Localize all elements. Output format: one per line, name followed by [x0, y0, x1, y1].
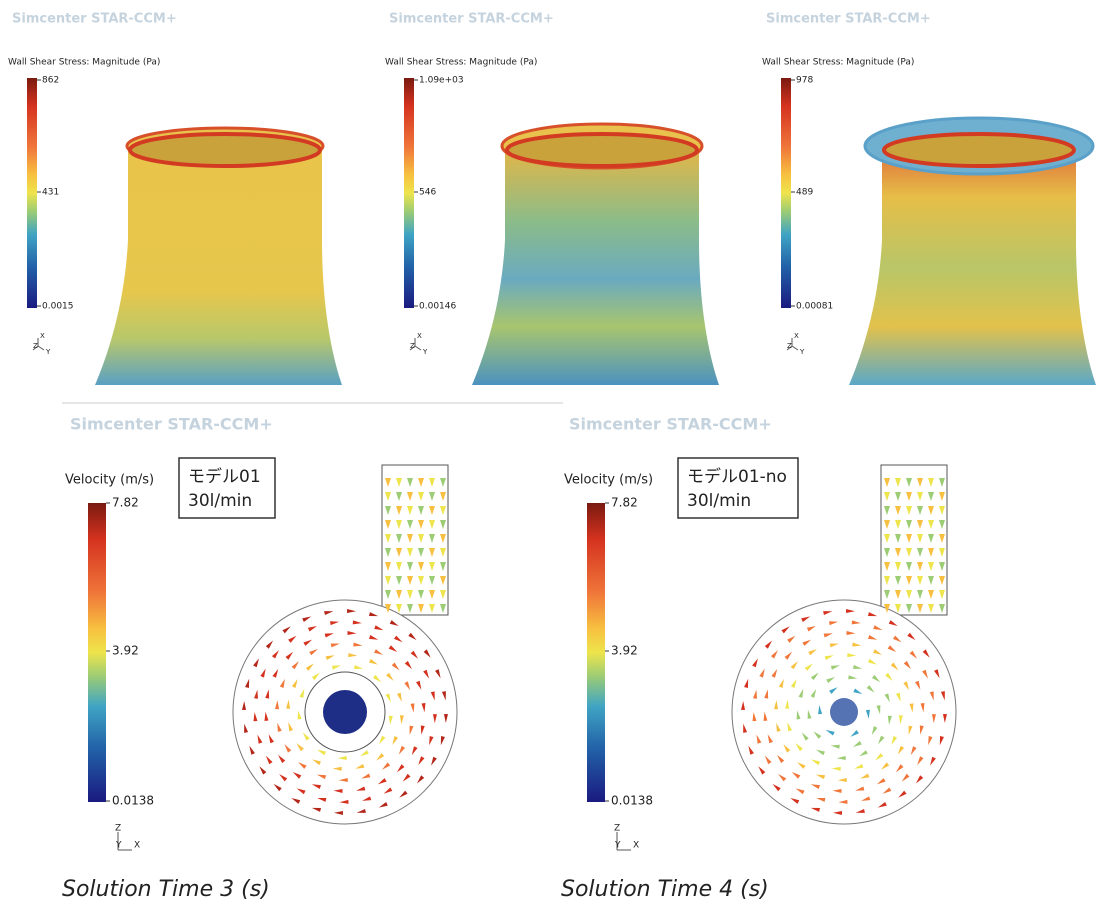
axis-label: X [794, 332, 799, 340]
colorbar-label: 0.00081 [796, 302, 833, 312]
note-line: モデル01 [188, 466, 261, 487]
brand: Simcenter STAR-CCM+ [70, 415, 273, 434]
brand: Simcenter STAR-CCM+ [12, 12, 177, 27]
colorbar [587, 503, 605, 802]
colorbar-label: 3.92 [112, 644, 139, 658]
velocity-panel: Simcenter STAR-CCM+ Velocity (m/s) 7.82 3.9… [62, 415, 457, 903]
velocity-panel: Simcenter STAR-CCM+ Velocity (m/s) 7.82 3.9… [561, 415, 956, 903]
colorbar-label: 7.82 [112, 496, 139, 510]
colorbar-label: 0.0015 [42, 302, 74, 312]
axis-label: Z [787, 342, 792, 350]
hub [830, 698, 858, 726]
colorbar-label: 7.82 [611, 496, 638, 510]
caption: Solution Time 3 (s) [62, 877, 270, 902]
colorbar-label: 546 [419, 188, 436, 198]
axis-label: Y [614, 841, 621, 851]
axis-label: X [134, 841, 140, 851]
axis-label: X [633, 841, 639, 851]
colorbar-label: 1.09e+03 [419, 76, 464, 86]
axis-label: Z [614, 824, 620, 834]
colorbar-label: 0.0138 [112, 794, 154, 808]
colorbar [88, 503, 106, 802]
axis-label: Y [799, 348, 805, 356]
note-line: モデル01-no [687, 466, 787, 487]
axis-label: X [40, 332, 45, 340]
tower-opening [507, 134, 697, 166]
legend-title: Velocity (m/s) [564, 473, 653, 488]
colorbar [27, 78, 37, 308]
legend-title: Velocity (m/s) [65, 473, 154, 488]
tower-opening [130, 134, 320, 166]
axis-label: Z [33, 342, 38, 350]
brand: Simcenter STAR-CCM+ [569, 415, 772, 434]
colorbar-label: 3.92 [611, 644, 638, 658]
axis-label: Z [410, 342, 415, 350]
legend-title: Wall Shear Stress: Magnitude (Pa) [762, 58, 914, 68]
brand: Simcenter STAR-CCM+ [766, 12, 931, 27]
tower-body [95, 150, 342, 385]
colorbar-label: 431 [42, 188, 59, 198]
shear-panel: Simcenter STAR-CCM+ Wall Shear Stress: Ma… [8, 12, 342, 386]
axis-label: Y [45, 348, 51, 356]
note-line: 30l/min [188, 491, 252, 511]
colorbar-label: 489 [796, 188, 813, 198]
caption: Solution Time 4 (s) [561, 877, 769, 902]
colorbar [781, 78, 791, 308]
note-line: 30l/min [687, 491, 751, 511]
colorbar-label: 862 [42, 76, 59, 86]
shear-panel: Simcenter STAR-CCM+ Wall Shear Stress: Ma… [385, 12, 719, 386]
shear-panel: Simcenter STAR-CCM+ Wall Shear Stress: Ma… [762, 12, 1096, 386]
brand: Simcenter STAR-CCM+ [389, 12, 554, 27]
axis-label: Y [422, 348, 428, 356]
page: Simcenter STAR-CCM+ Wall Shear Stress: Ma… [0, 0, 1097, 912]
hub [323, 690, 367, 734]
axis-label: Y [115, 841, 122, 851]
outlet-pipe [382, 465, 448, 615]
outlet-pipe [881, 465, 947, 615]
axis-label: Z [115, 824, 121, 834]
tower-opening [884, 134, 1074, 166]
legend-title: Wall Shear Stress: Magnitude (Pa) [385, 58, 537, 68]
axis-label: X [417, 332, 422, 340]
colorbar [404, 78, 414, 308]
tower-body [849, 150, 1096, 385]
colorbar-label: 978 [796, 76, 813, 86]
tower-body [472, 150, 719, 385]
legend-title: Wall Shear Stress: Magnitude (Pa) [8, 58, 160, 68]
colorbar-label: 0.0138 [611, 794, 653, 808]
colorbar-label: 0.00146 [419, 302, 456, 312]
